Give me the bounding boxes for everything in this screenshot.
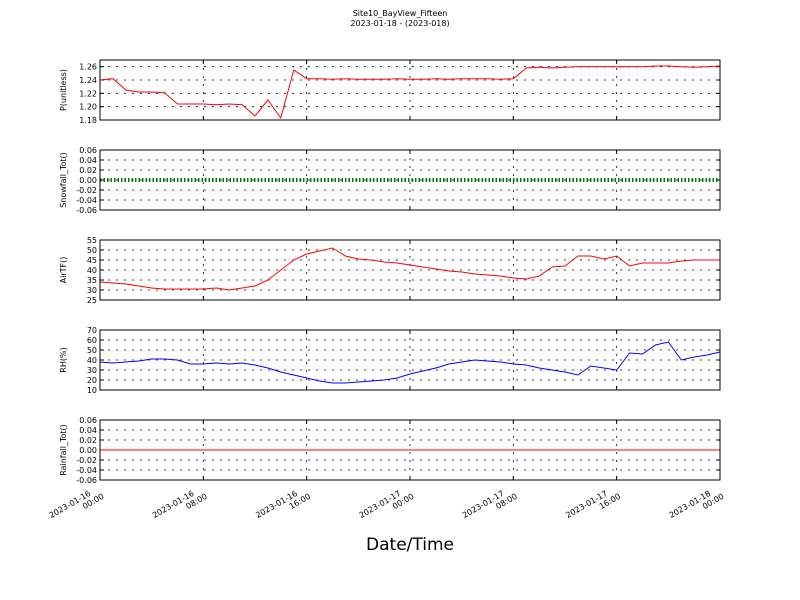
chart-subtitle: 2023-01-18 - (2023-018) xyxy=(350,19,449,28)
y-tick-label: 0.00 xyxy=(79,176,97,185)
x-tick-label: 2023-01-1608:00 xyxy=(151,484,209,528)
y-axis-label: Rainfall_Tot() xyxy=(59,424,68,476)
y-tick-label: 0.02 xyxy=(79,166,97,175)
y-tick-label: 10 xyxy=(87,386,97,395)
y-tick-label: 30 xyxy=(87,286,97,295)
y-tick-label: 0.02 xyxy=(79,436,97,445)
y-tick-label: 1.18 xyxy=(79,116,97,125)
y-tick-label: 0.06 xyxy=(79,416,97,425)
y-tick-label: 0.04 xyxy=(79,426,97,435)
y-tick-label: -0.04 xyxy=(76,466,97,475)
chart-title: Site10_BayView_Fifteen xyxy=(353,9,448,18)
x-tick-label: 2023-01-1616:00 xyxy=(254,484,312,528)
y-axis-label: Snowfall_Tot() xyxy=(59,152,68,208)
y-tick-label: 50 xyxy=(87,246,97,255)
y-tick-label: 0.00 xyxy=(79,446,97,455)
y-tick-label: 1.22 xyxy=(79,89,97,98)
x-tick-label: 2023-01-1716:00 xyxy=(564,484,622,528)
y-tick-label: 40 xyxy=(87,266,97,275)
data-line xyxy=(99,341,721,384)
y-tick-label: 30 xyxy=(87,366,97,375)
plot-frame xyxy=(99,329,721,391)
y-tick-label: 1.20 xyxy=(79,103,97,112)
y-tick-label: 25 xyxy=(87,296,97,305)
y-tick-label: -0.04 xyxy=(76,196,97,205)
y-tick-label: 55 xyxy=(87,236,97,245)
x-axis-label: Date/Time xyxy=(366,535,454,555)
y-tick-label: 0.04 xyxy=(79,156,97,165)
y-tick-label: 35 xyxy=(87,276,97,285)
plot-frame xyxy=(99,59,721,121)
x-tick-label: 2023-01-1600:00 xyxy=(48,484,106,528)
y-axis-label: AirTF() xyxy=(59,257,68,284)
y-tick-label: -0.06 xyxy=(76,206,97,215)
x-tick-label: 2023-01-1800:00 xyxy=(668,484,726,528)
y-tick-label: 20 xyxy=(87,376,97,385)
y-axis-label: RH(%) xyxy=(59,347,68,372)
y-tick-label: 40 xyxy=(87,356,97,365)
y-tick-label: 1.24 xyxy=(79,76,97,85)
plot-frame xyxy=(99,419,721,481)
y-tick-label: -0.02 xyxy=(76,456,97,465)
plot-frame xyxy=(99,149,721,211)
y-tick-label: -0.06 xyxy=(76,476,97,485)
data-line xyxy=(99,247,720,291)
y-axis-label: P(unitless) xyxy=(59,69,68,111)
y-tick-label: 70 xyxy=(87,326,97,335)
y-tick-label: 1.26 xyxy=(79,63,97,72)
data-line xyxy=(99,65,721,120)
y-tick-label: 45 xyxy=(87,256,97,265)
plot-frame xyxy=(99,239,721,301)
y-tick-label: 50 xyxy=(87,346,97,355)
y-tick-label: 60 xyxy=(87,336,97,345)
x-tick-label: 2023-01-1700:00 xyxy=(358,484,416,528)
x-tick-label: 2023-01-1708:00 xyxy=(461,484,519,528)
y-tick-label: 0.06 xyxy=(79,146,97,155)
y-tick-label: -0.02 xyxy=(76,186,97,195)
